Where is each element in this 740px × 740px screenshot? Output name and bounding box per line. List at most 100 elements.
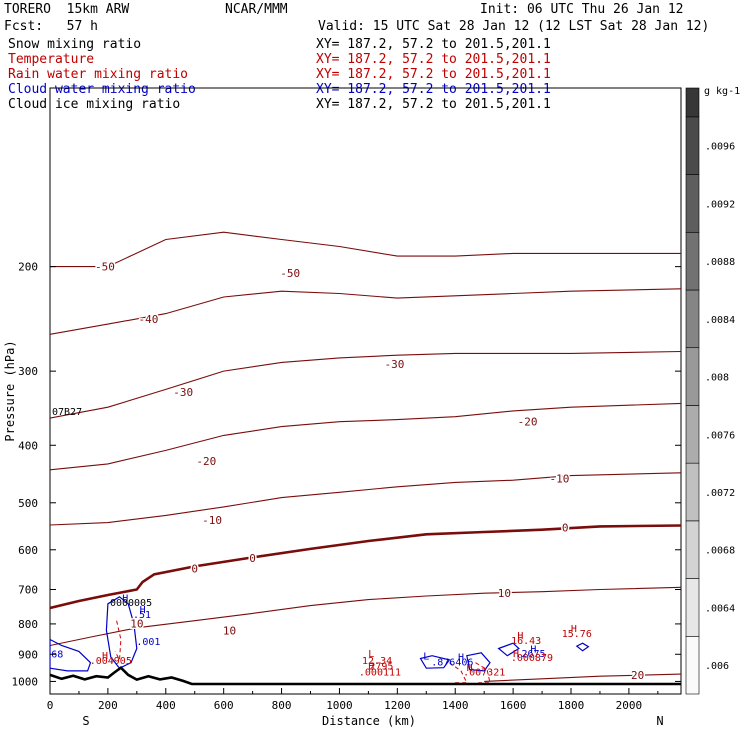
colorbar: .006 .0064 .0068 .0072 .0076 .008 .0084 .0088 .0… <box>685 87 735 695</box>
colorbar-tick-label-9: .0096 <box>705 142 735 153</box>
cloud-water-contours <box>50 596 590 672</box>
legend-label-rain: Rain water mixing ratio <box>8 67 189 82</box>
max-min-label-4: .001 <box>136 637 160 648</box>
max-min-label-14: H <box>458 653 464 664</box>
y-tick-label-2: 400 <box>18 439 38 452</box>
y-tick-label-3: 500 <box>18 497 38 510</box>
x-tick-label-9: 1800 <box>558 699 585 712</box>
isotherm-5 <box>50 524 681 610</box>
rain-water-contour-0 <box>114 620 122 662</box>
max-min-label-10: H <box>368 661 374 672</box>
colorbar-tick-label-8: .0092 <box>705 199 735 210</box>
colorbar-tick-label-6: .0084 <box>705 315 735 326</box>
max-min-label-17: .007321 <box>463 667 505 678</box>
contour-label-5: 0 <box>562 521 569 534</box>
y-tick-label-8: 1000 <box>12 675 39 688</box>
terrain-line <box>49 665 681 686</box>
isotherm-7 <box>484 673 681 682</box>
y-tick-label-4: 600 <box>18 544 38 557</box>
max-min-label-9: 12.34 <box>362 656 392 667</box>
colorbar-swatch-4 <box>685 405 700 464</box>
x-tick-label-0: 0 <box>47 699 54 712</box>
contour-label-2: -20 <box>518 416 538 429</box>
y-tick-label-1: 300 <box>18 365 38 378</box>
max-min-label-16: H <box>467 663 473 674</box>
max-min-label-21: 15.76 <box>562 629 592 640</box>
max-min-label-24: .2675 <box>515 649 545 660</box>
max-min-label-22: H <box>530 644 536 655</box>
colorbar-swatch-1 <box>685 578 700 637</box>
contour-label-4: 0 <box>249 552 256 565</box>
y-tick-label-7: 900 <box>18 648 38 661</box>
isotherm-3 <box>50 402 681 471</box>
max-min-label-15: .876406 <box>431 657 473 668</box>
legend-xy-cloud-water: XY= 187.2, 57.2 to 201.5,201.1 <box>316 82 551 97</box>
endpoint-label-south: S <box>82 714 89 728</box>
colorbar-tick-label-2: .0068 <box>705 546 735 557</box>
max-min-label-2: H <box>140 605 146 616</box>
colorbar-swatch-6 <box>685 289 700 349</box>
colorbar-swatch-0 <box>685 635 700 695</box>
max-min-label-12: .000111 <box>359 667 401 678</box>
legend-xy-temperature: XY= 187.2, 57.2 to 201.5,201.1 <box>316 52 551 67</box>
plot-frame <box>49 87 682 695</box>
max-min-label-8: L <box>368 649 374 660</box>
contour-label-1: -30 <box>385 358 405 371</box>
legend-label-cloud-water: Cloud water mixing ratio <box>8 82 196 97</box>
cloud-water-contour-3 <box>466 652 491 672</box>
isotherm-label-1: -40 <box>138 313 158 326</box>
isotherm-0 <box>50 231 681 268</box>
cloud-water-contour-2 <box>419 655 451 669</box>
init-time: Init: 06 UTC Thu 26 Jan 12 <box>480 2 684 17</box>
x-tick-label-7: 1400 <box>442 699 469 712</box>
contour-label-6: 10 <box>130 617 143 630</box>
colorbar-swatch-10 <box>685 87 700 118</box>
cloud-water-contour-4 <box>497 642 520 657</box>
max-min-label-3: .51 <box>133 610 151 621</box>
x-tick-label-4: 800 <box>272 699 292 712</box>
isotherm-label-4: -10 <box>202 514 222 527</box>
x-tick-label-5: 1000 <box>326 699 353 712</box>
isotherm-6 <box>50 586 681 647</box>
isotherm-2 <box>50 350 681 419</box>
colorbar-tick-label-4: .0076 <box>705 430 735 441</box>
colorbar-swatch-3 <box>685 462 700 522</box>
colorbar-swatch-7 <box>685 231 700 291</box>
colorbar-tick-label-1: .0064 <box>705 603 735 614</box>
isotherm-label-3: -20 <box>196 455 216 468</box>
isotherm-label-6: 10 <box>498 587 511 600</box>
temperature-isotherms <box>50 231 681 682</box>
colorbar-tick-label-5: .008 <box>705 373 729 384</box>
x-tick-label-1: 200 <box>98 699 118 712</box>
endpoint-label-north: N <box>656 714 663 728</box>
model-title: TORERO 15km ARW <box>4 2 130 17</box>
cloud-water-contour-0 <box>105 596 138 669</box>
colorbar-swatch-9 <box>685 116 700 175</box>
max-min-label-6: .004905 <box>90 656 132 667</box>
max-min-label-23: H <box>513 649 519 660</box>
cloud-water-contour-5 <box>575 642 590 652</box>
forecast-hour: Fcst: 57 h <box>4 19 98 34</box>
legend-xy-rain: XY= 187.2, 57.2 to 201.5,201.1 <box>316 67 551 82</box>
isotherm-4 <box>50 472 681 526</box>
legend-xy-snow: XY= 187.2, 57.2 to 201.5,201.1 <box>316 37 551 52</box>
x-tick-label-3: 600 <box>214 699 234 712</box>
contour-label-0: -50 <box>280 267 300 280</box>
isotherm-label-5: 0 <box>191 562 198 575</box>
x-axis-title: Distance (km) <box>322 714 416 728</box>
contour-label-7: 10 <box>223 624 236 637</box>
colorbar-swatch-8 <box>685 174 700 233</box>
isotherm-label-7: 20 <box>631 669 644 682</box>
max-min-label-13: L <box>423 652 429 663</box>
legend-label-cloud-ice: Cloud ice mixing ratio <box>8 97 181 112</box>
colorbar-unit: g kg-1 <box>704 86 740 97</box>
colorbar-swatch-2 <box>685 520 700 579</box>
y-axis-title: Pressure (hPa) <box>3 340 17 441</box>
legend-label-temperature: Temperature <box>8 52 95 67</box>
rain-water-contour-1 <box>449 662 468 684</box>
isotherm-label-0: -50 <box>95 261 115 274</box>
isotherm-1 <box>50 288 681 335</box>
legend-label-snow: Snow mixing ratio <box>8 37 142 52</box>
legend-xy-cloud-ice: XY= 187.2, 57.2 to 201.5,201.1 <box>316 97 551 112</box>
